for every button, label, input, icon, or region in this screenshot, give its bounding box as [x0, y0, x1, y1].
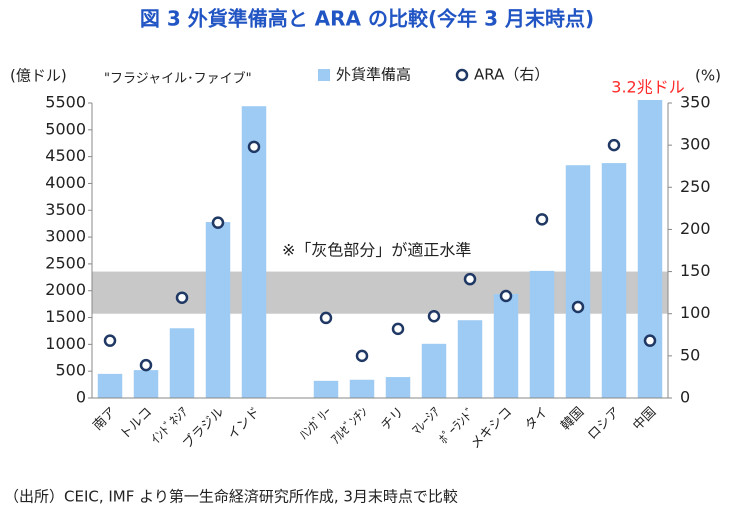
- source: （出所）CEIC, IMF より第一生命経済研究所作成, 3月末時点で比較: [4, 488, 458, 506]
- x-tick-label: インド: [225, 405, 263, 443]
- bar: [421, 343, 447, 398]
- bar: [313, 380, 339, 398]
- x-tick-label: ｱﾙｾﾞﾝﾁﾝ: [329, 405, 372, 448]
- y2-tick-label: 350: [680, 93, 711, 112]
- y-tick-label: 2000: [45, 280, 86, 299]
- y-tick-label: 3000: [45, 227, 86, 246]
- dot: [535, 213, 549, 226]
- bar: [241, 106, 267, 398]
- y-tick-label: 0: [76, 388, 86, 407]
- y2-tick-label: 0: [680, 388, 690, 407]
- bar: [97, 373, 123, 398]
- bar: [637, 100, 663, 398]
- band-label: ※「灰色部分」が適正水準: [282, 241, 471, 260]
- y2-tick-label: 150: [680, 261, 711, 280]
- legend-swatch: [318, 69, 330, 81]
- dot: [427, 309, 441, 323]
- dot: [463, 272, 477, 286]
- dot: [571, 300, 585, 314]
- bar: [457, 320, 483, 398]
- bar: [529, 270, 555, 398]
- bar: [349, 379, 375, 398]
- y-tick-label: 2500: [45, 253, 86, 272]
- y-tick-label: 5500: [45, 93, 86, 112]
- x-tick-label: 南ア: [90, 404, 120, 434]
- dot: [211, 216, 225, 229]
- x-tick-label: チリ: [378, 405, 407, 434]
- dot: [607, 138, 621, 152]
- legend-label: ARA（右）: [474, 66, 549, 84]
- y-tick-label: 3500: [45, 200, 86, 219]
- chart-title: 図 3 外貨準備高と ARA の比較(今年 3 月末時点): [140, 7, 594, 31]
- x-tick-label: 韓国: [558, 405, 587, 434]
- dot: [499, 289, 513, 303]
- y-tick-label: 4500: [45, 146, 86, 165]
- x-tick-label: ロシア: [585, 405, 623, 443]
- y2-axis-label: (%): [695, 67, 721, 85]
- y-tick-label: 1000: [45, 334, 86, 353]
- bar: [385, 377, 411, 398]
- x-tick-label: ﾏﾚｰｼｱ: [410, 404, 444, 438]
- dot: [175, 291, 189, 304]
- dot: [643, 334, 657, 347]
- y-tick-label: 500: [55, 361, 86, 380]
- x-tick-label: タイ: [522, 405, 551, 434]
- y-axis-label: (億ドル): [10, 67, 67, 85]
- bar: [205, 222, 231, 398]
- y-tick-label: 4000: [45, 173, 86, 192]
- x-tick-label: 中国: [630, 405, 659, 434]
- bar: [169, 328, 195, 398]
- annotation: "フラジャイル･ファイブ": [104, 71, 252, 87]
- y2-tick-label: 100: [680, 303, 711, 322]
- legend-dot: [455, 68, 469, 82]
- y2-tick-label: 200: [680, 219, 711, 238]
- y2-tick-label: 300: [680, 135, 711, 154]
- y-tick-label: 5000: [45, 119, 86, 138]
- dot: [247, 140, 261, 154]
- legend-label: 外貨準備高: [336, 66, 411, 84]
- bar: [493, 293, 519, 398]
- bar: [601, 163, 627, 398]
- y-tick-label: 1500: [45, 307, 86, 326]
- dot: [319, 311, 333, 325]
- plot-area: [92, 100, 668, 398]
- bar: [565, 165, 591, 398]
- dot: [355, 349, 369, 363]
- y2-tick-label: 250: [680, 177, 711, 196]
- bar: [133, 370, 159, 398]
- y2-tick-label: 50: [680, 345, 700, 364]
- dot: [391, 322, 405, 336]
- value-label: 3.2兆ドル: [611, 78, 684, 97]
- dot: [103, 334, 117, 347]
- dot: [139, 358, 153, 372]
